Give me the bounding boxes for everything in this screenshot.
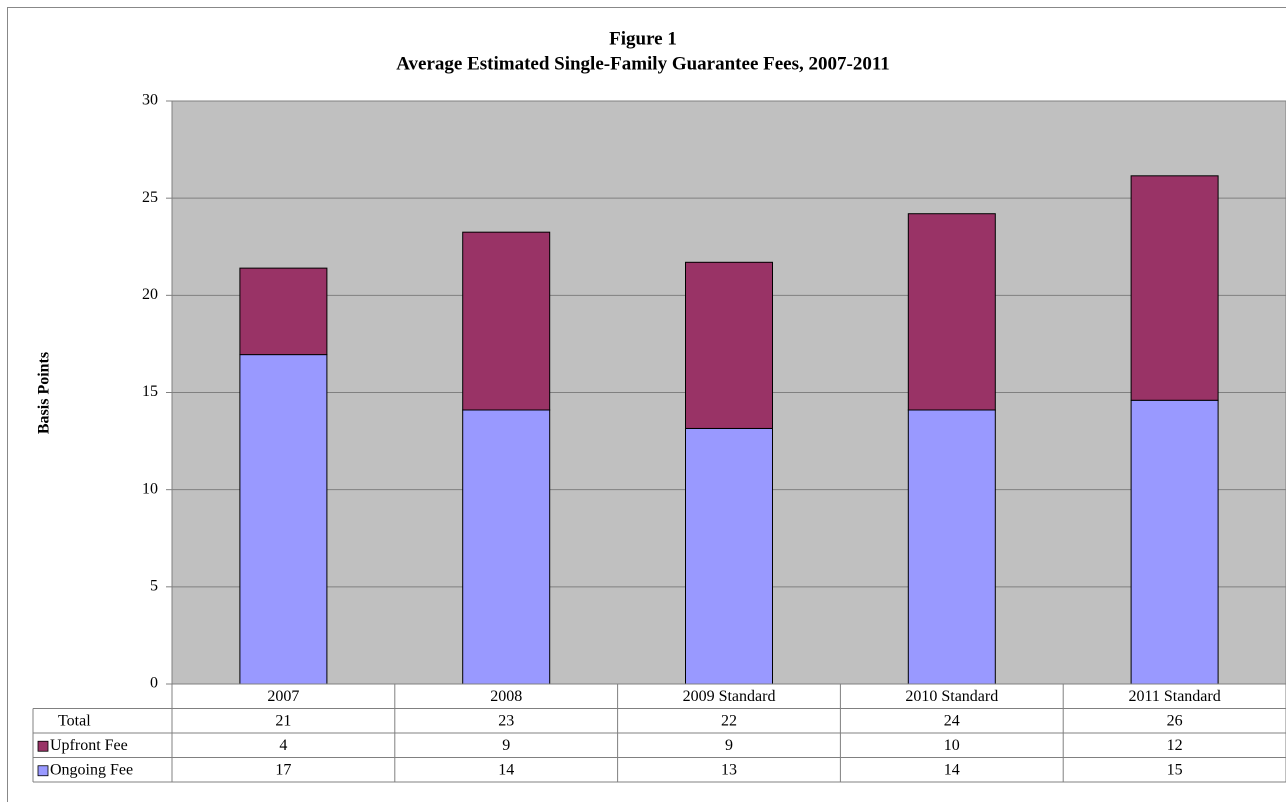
- table-cell: 15: [1167, 761, 1183, 778]
- x-tick-label: 2011 Standard: [1128, 688, 1220, 705]
- table-cell: 12: [1167, 737, 1183, 754]
- bar-segment: [685, 261, 773, 429]
- bar-segment: [1130, 175, 1219, 401]
- table-cell: 4: [279, 737, 287, 754]
- table-cell: 14: [944, 761, 960, 778]
- chart-subtitle: Average Estimated Single-Family Guarante…: [396, 53, 890, 74]
- table-cell: 26: [1167, 712, 1183, 729]
- bar-segment: [1130, 399, 1219, 685]
- bar-segment: [239, 267, 328, 356]
- table-cell: 17: [275, 761, 291, 778]
- table-cell: 9: [725, 737, 733, 754]
- legend-swatch: [37, 765, 49, 777]
- bar-segment: [462, 409, 551, 685]
- x-tick-label: 2008: [490, 688, 522, 705]
- table-cell: 24: [944, 712, 960, 729]
- bar-segment: [462, 231, 551, 411]
- bar-segment: [907, 409, 996, 685]
- x-tick-label: 2009 Standard: [683, 688, 776, 705]
- y-axis-label: Basis Points: [36, 352, 53, 434]
- legend-swatch: [37, 740, 49, 752]
- table-cell: 22: [721, 712, 737, 729]
- table-cell: 14: [498, 761, 514, 778]
- y-tick-label: 20: [142, 286, 158, 303]
- bar-segment: [685, 427, 773, 685]
- table-cell: 10: [944, 737, 960, 754]
- table-cell: 21: [275, 712, 291, 729]
- legend-label: Ongoing Fee: [50, 761, 133, 778]
- bar-segment: [907, 213, 996, 411]
- legend-label: Upfront Fee: [50, 737, 128, 754]
- y-tick-label: 25: [142, 189, 158, 206]
- y-tick-label: 5: [150, 578, 158, 595]
- y-tick-label: 10: [142, 480, 158, 497]
- table-cell: 9: [502, 737, 510, 754]
- x-tick-label: 2010 Standard: [905, 688, 998, 705]
- chart-title: Figure 1: [609, 28, 677, 49]
- x-tick-label: 2007: [267, 688, 299, 705]
- table-cell: 13: [721, 761, 737, 778]
- y-tick-label: 15: [142, 383, 158, 400]
- bar-segment: [239, 354, 328, 685]
- y-tick-label: 0: [150, 675, 158, 692]
- y-tick-label: 30: [142, 92, 158, 109]
- table-cell: 23: [498, 712, 514, 729]
- legend-label: Total: [58, 712, 91, 729]
